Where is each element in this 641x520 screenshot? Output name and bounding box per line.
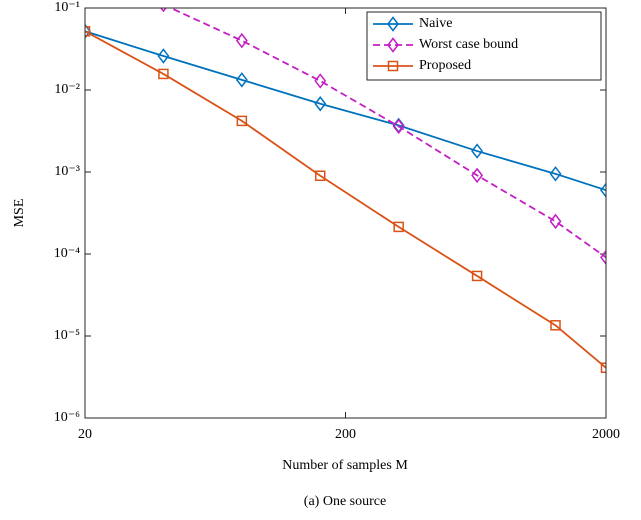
marker: [314, 73, 327, 89]
y-axis-label: MSE: [12, 199, 27, 228]
marker: [600, 182, 606, 198]
y-tick-label: 10⁻³: [54, 164, 80, 179]
y-tick-label: 10⁻⁶: [54, 410, 80, 425]
marker: [160, 8, 167, 13]
series-line: [85, 30, 606, 192]
marker: [550, 320, 561, 331]
marker: [157, 48, 170, 64]
legend-label: Worst case bound: [419, 37, 518, 52]
legend-marker: [387, 16, 399, 32]
marker: [315, 170, 326, 182]
marker: [85, 23, 91, 40]
plot-series: [85, 8, 606, 374]
x-axis-label: Number of samples M: [282, 458, 408, 473]
marker: [600, 362, 606, 374]
y-tick-label: 10⁻⁵: [54, 328, 80, 343]
y-tick-label: 10⁻¹: [54, 0, 80, 15]
marker: [600, 249, 606, 266]
x-tick-label: 2000: [592, 427, 620, 442]
marker: [393, 221, 404, 233]
legend-marker: [387, 60, 399, 72]
marker: [549, 213, 562, 230]
y-tick-label: 10⁻⁴: [54, 246, 80, 261]
marker: [314, 96, 327, 112]
x-tick-label: 200: [335, 427, 356, 442]
marker: [471, 143, 484, 159]
marker: [392, 118, 405, 135]
legend-label: Proposed: [419, 58, 471, 73]
series-line: [85, 30, 606, 369]
marker: [158, 68, 169, 80]
marker: [549, 166, 562, 182]
marker: [235, 72, 248, 88]
y-tick-label: 10⁻²: [54, 82, 80, 97]
legend-label: Naive: [419, 16, 452, 31]
legend-marker: [387, 37, 399, 53]
series-line: [168, 8, 606, 259]
axes-box: [84, 7, 607, 419]
marker: [85, 26, 91, 37]
marker: [471, 270, 483, 282]
marker: [471, 167, 484, 184]
caption: (a) One source: [304, 494, 386, 509]
x-tick-label: 20: [78, 427, 92, 442]
marker: [236, 115, 248, 127]
marker: [235, 32, 248, 49]
